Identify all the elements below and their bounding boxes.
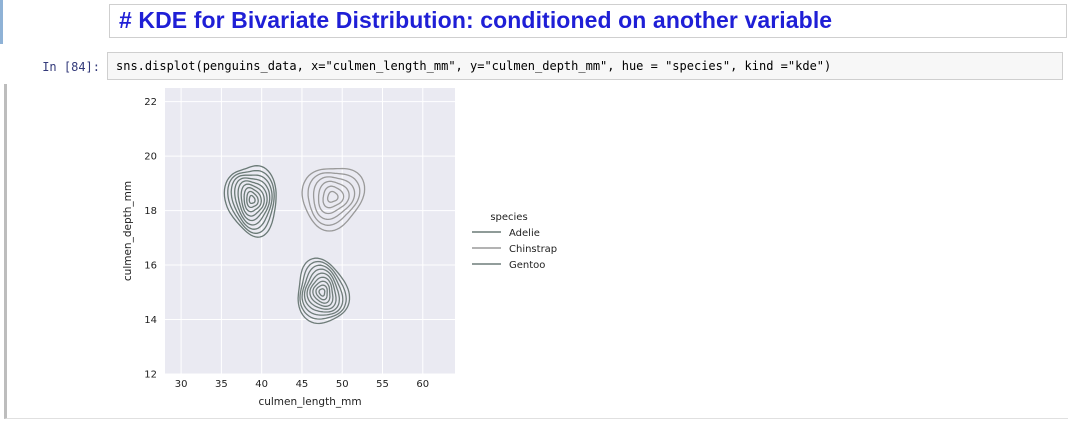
kde-contour-line <box>318 288 326 297</box>
kde-contour-line <box>317 180 350 215</box>
x-tick-label: 55 <box>376 379 389 390</box>
kde-contour-line <box>243 187 262 213</box>
kde-contour-line <box>312 176 356 221</box>
kde-contour-line <box>230 174 273 230</box>
kde-contour-line <box>299 260 347 320</box>
y-tick-label: 20 <box>144 152 157 163</box>
y-axis-label: culmen_depth_mm <box>122 181 134 281</box>
kde-contour-line <box>306 272 337 310</box>
kde-contour-line <box>301 167 366 232</box>
x-tick-label: 30 <box>175 379 188 390</box>
kde-contour-line <box>312 280 331 304</box>
kde-contour-line <box>326 190 339 203</box>
kde-contour-line <box>237 180 268 222</box>
legend-label: Adelie <box>509 228 540 239</box>
kde-contour-line <box>301 264 344 316</box>
markdown-cell-body[interactable]: # KDE for Bivariate Distribution: condit… <box>109 4 1067 38</box>
kde-plot: 30 35 40 45 50 55 60 12 14 16 18 20 22 culmen_lengt… <box>117 84 563 417</box>
kde-contour-line <box>227 169 275 234</box>
x-tick-label: 60 <box>416 379 429 390</box>
markdown-heading: # KDE for Bivariate Distribution: condit… <box>119 7 833 33</box>
grid-lines <box>165 88 455 375</box>
y-tick-label: 22 <box>144 97 157 108</box>
y-tick-label: 12 <box>144 370 157 381</box>
x-tick-label: 40 <box>255 379 268 390</box>
kde-series-adelie <box>223 165 277 238</box>
kde-contour-line <box>309 276 334 307</box>
kde-series-gentoo <box>297 257 351 325</box>
y-tick-label: 16 <box>144 261 157 272</box>
kde-contour-line <box>303 268 341 313</box>
x-axis-label: culmen_length_mm <box>258 396 361 408</box>
kde-contour-line <box>307 172 361 226</box>
y-tick-label: 18 <box>144 206 157 217</box>
x-tick-label: 50 <box>336 379 349 390</box>
kde-contour-line <box>246 190 259 209</box>
kde-contour-line <box>322 185 345 209</box>
output-area: 30 35 40 45 50 55 60 12 14 16 18 20 22 culmen_lengt… <box>4 84 1068 419</box>
kde-contours <box>223 165 366 325</box>
code-text[interactable]: sns.displot(penguins_data, x="culmen_len… <box>116 59 832 73</box>
kde-contour-line <box>297 257 351 325</box>
kde-contour-line <box>240 183 265 217</box>
legend: species Adelie Chinstrap Gentoo <box>472 212 557 271</box>
x-tick-label: 45 <box>296 379 309 390</box>
kde-contour-line <box>223 165 277 238</box>
y-tick-labels: 12 14 16 18 20 22 <box>144 97 157 380</box>
kde-contour-line <box>315 284 328 301</box>
legend-label: Gentoo <box>509 260 545 271</box>
legend-title: species <box>490 212 527 223</box>
code-editor[interactable]: sns.displot(penguins_data, x="culmen_len… <box>107 52 1063 80</box>
x-tick-labels: 30 35 40 45 50 55 60 <box>175 379 429 390</box>
kde-contour-line <box>248 194 256 205</box>
input-prompt: In [84]: <box>42 60 100 74</box>
kde-series-chinstrap <box>301 167 366 232</box>
legend-label: Chinstrap <box>509 244 557 255</box>
y-tick-label: 14 <box>144 315 157 326</box>
kde-contour-line <box>234 177 271 226</box>
x-tick-label: 35 <box>215 379 228 390</box>
markdown-cell[interactable]: # KDE for Bivariate Distribution: condit… <box>0 0 1068 44</box>
plot-area <box>165 88 455 374</box>
